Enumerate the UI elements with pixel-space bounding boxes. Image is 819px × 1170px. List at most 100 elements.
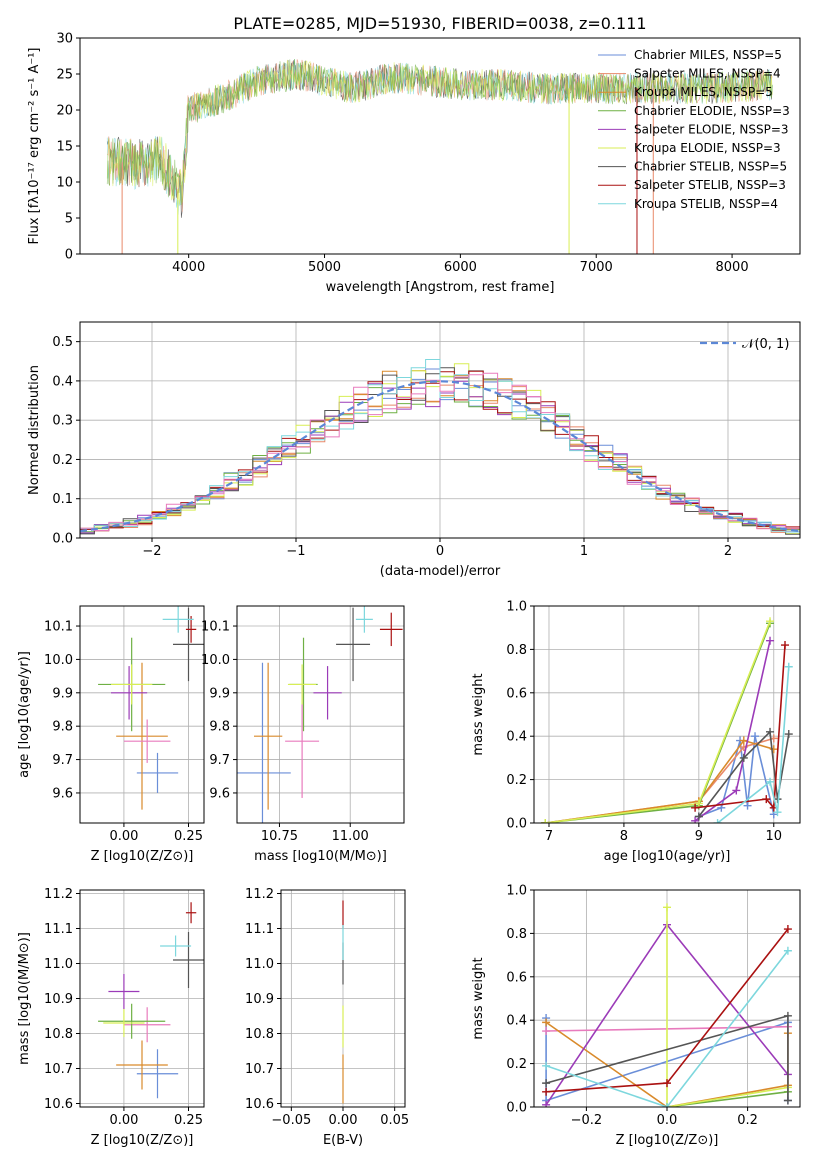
- x-tick-label: 0.2: [737, 1113, 758, 1128]
- axes-frame: [79, 605, 205, 824]
- plot-area: [80, 359, 800, 536]
- weight-marker: [784, 662, 793, 671]
- figure-title: PLATE=0285, MJD=51930, FIBERID=0038, z=0…: [233, 14, 646, 33]
- spectrum-line: [106, 59, 773, 205]
- x-axis-label: E(B-V): [323, 1133, 363, 1148]
- x-axis-label: age [log10(age/yr)]: [604, 849, 731, 864]
- y-tick-label: 20: [56, 104, 73, 119]
- axes-frame: [236, 605, 405, 824]
- plot-area: [542, 903, 792, 1107]
- y-axis-label: mass weight: [471, 957, 486, 1039]
- weight-marker: [542, 1027, 551, 1036]
- x-tick-label: 9: [695, 829, 703, 844]
- weight-marker: [783, 946, 792, 955]
- weight-marker: [766, 636, 775, 645]
- y-tick-label: 11.1: [245, 922, 274, 937]
- panel-residuals: −2 −1 0 1 2 0.0 0.1 0.2 0.3 0.4 0.5 (data-model)/er…: [27, 321, 801, 579]
- x-tick-label: −0.05: [271, 1113, 311, 1128]
- x-axis-label: mass [log10(M/M⊙)]: [254, 849, 387, 864]
- y-tick-label: 0.0: [506, 1101, 527, 1116]
- axes-frame: [533, 605, 801, 824]
- legend-entry: 𝒩(0, 1): [742, 337, 789, 352]
- y-tick-label: 9.9: [209, 686, 230, 701]
- x-tick-label: 0.05: [380, 1113, 409, 1128]
- x-tick-label: 8: [620, 829, 628, 844]
- spectrum-line: [106, 58, 773, 206]
- x-tick-label: 8000: [716, 260, 749, 275]
- y-tick-label: 0.8: [506, 643, 527, 658]
- weight-marker: [663, 1079, 671, 1088]
- y-tick-label: 10.8: [245, 1027, 274, 1042]
- weight-marker: [691, 816, 700, 823]
- y-tick-label: 11.0: [245, 957, 274, 972]
- y-tick-label: 10.9: [44, 992, 73, 1007]
- x-tick-label: 5000: [308, 260, 341, 275]
- y-tick-label: 0.0: [506, 817, 527, 832]
- weight-marker: [783, 1096, 792, 1105]
- x-tick-label: 0.25: [174, 1113, 203, 1128]
- panel-age_vs_Z: 0.00 0.25 9.6 9.7 9.8 9.9 10.0 10.1 Z [log10(Z/Z…: [17, 605, 205, 864]
- y-tick-label: 5: [65, 212, 73, 227]
- weight-marker: [766, 777, 775, 786]
- y-tick-label: 10.1: [201, 620, 230, 635]
- x-tick-label: 0.00: [109, 829, 138, 844]
- weight-marker: [542, 1018, 551, 1027]
- weight-marker: [691, 803, 700, 812]
- x-tick-label: −1: [286, 544, 305, 559]
- plot-area: [237, 606, 403, 823]
- weight-marker: [542, 1079, 551, 1088]
- weight-marker: [694, 799, 703, 808]
- panel-weight_vs_Z: −0.2 0.0 0.2 0.0 0.2 0.4 0.6 0.8 1.0 Z [log10(Z/Z…: [471, 884, 801, 1148]
- panel-weight_vs_age: 7 8 9 10 0.0 0.2 0.4 0.6 0.8 1.0 age [log10(age/yr…: [471, 600, 801, 864]
- x-axis-label: (data-model)/error: [380, 564, 501, 579]
- legend-entry: Chabrier ELODIE, NSSP=3: [634, 104, 790, 118]
- weight-marker: [542, 1061, 551, 1070]
- weight-marker: [542, 1087, 551, 1096]
- y-tick-label: 10.6: [44, 1097, 73, 1112]
- y-tick-label: 0.0: [52, 532, 73, 547]
- weight-line: [698, 736, 775, 818]
- y-tick-label: 0.4: [52, 374, 73, 389]
- y-tick-label: 10.7: [245, 1062, 274, 1077]
- x-tick-label: 11.00: [332, 829, 369, 844]
- x-tick-label: 10.75: [261, 829, 298, 844]
- y-tick-label: 0.1: [52, 492, 73, 507]
- y-tick-label: 11.0: [44, 957, 73, 972]
- plot-area: [98, 902, 204, 1099]
- y-tick-label: 0.2: [506, 1057, 527, 1072]
- y-tick-label: 30: [56, 32, 73, 47]
- weight-marker: [694, 812, 703, 821]
- y-axis-label: Flux [fλ10⁻¹⁷ erg cm⁻² s⁻¹ A⁻¹]: [27, 48, 42, 245]
- weight-marker: [751, 732, 760, 741]
- x-axis-label: Z [log10(Z/Z⊙)]: [91, 1133, 194, 1148]
- y-tick-label: 0.8: [506, 927, 527, 942]
- x-tick-label: 0.0: [657, 1113, 678, 1128]
- y-tick-label: 0.2: [506, 773, 527, 788]
- y-tick-label: 11.2: [245, 887, 274, 902]
- y-tick-label: 9.6: [209, 786, 230, 801]
- panel-spectrum: 4000 5000 6000 7000 8000 0 5 10 15 20 25 30 waveleng…: [27, 32, 801, 295]
- y-tick-label: 0: [65, 248, 73, 263]
- y-tick-label: 0.4: [506, 730, 527, 745]
- weight-marker: [784, 730, 793, 739]
- y-tick-label: 15: [56, 140, 73, 155]
- y-tick-label: 0.2: [52, 453, 73, 468]
- weight-marker: [769, 745, 778, 754]
- weight-marker: [766, 617, 775, 626]
- weight-marker: [783, 925, 792, 934]
- y-tick-label: 0.6: [506, 686, 527, 701]
- weight-marker: [663, 903, 671, 912]
- x-tick-label: 4000: [172, 260, 205, 275]
- weight-marker: [766, 727, 775, 736]
- weight-marker: [732, 786, 741, 795]
- weight-line: [717, 666, 790, 823]
- y-axis-label: mass weight: [471, 673, 486, 755]
- legend-entry: Kroupa MILES, NSSP=5: [634, 85, 773, 99]
- panel-mass_vs_ebv: −0.05 0.00 0.05 10.6 10.7 10.8 10.9 11.0 11.1 11.…: [245, 887, 409, 1148]
- x-tick-label: 1: [580, 544, 588, 559]
- y-tick-label: 9.8: [209, 720, 230, 735]
- y-tick-label: 9.8: [52, 720, 73, 735]
- y-tick-label: 9.7: [52, 753, 73, 768]
- y-tick-label: 0.3: [52, 414, 73, 429]
